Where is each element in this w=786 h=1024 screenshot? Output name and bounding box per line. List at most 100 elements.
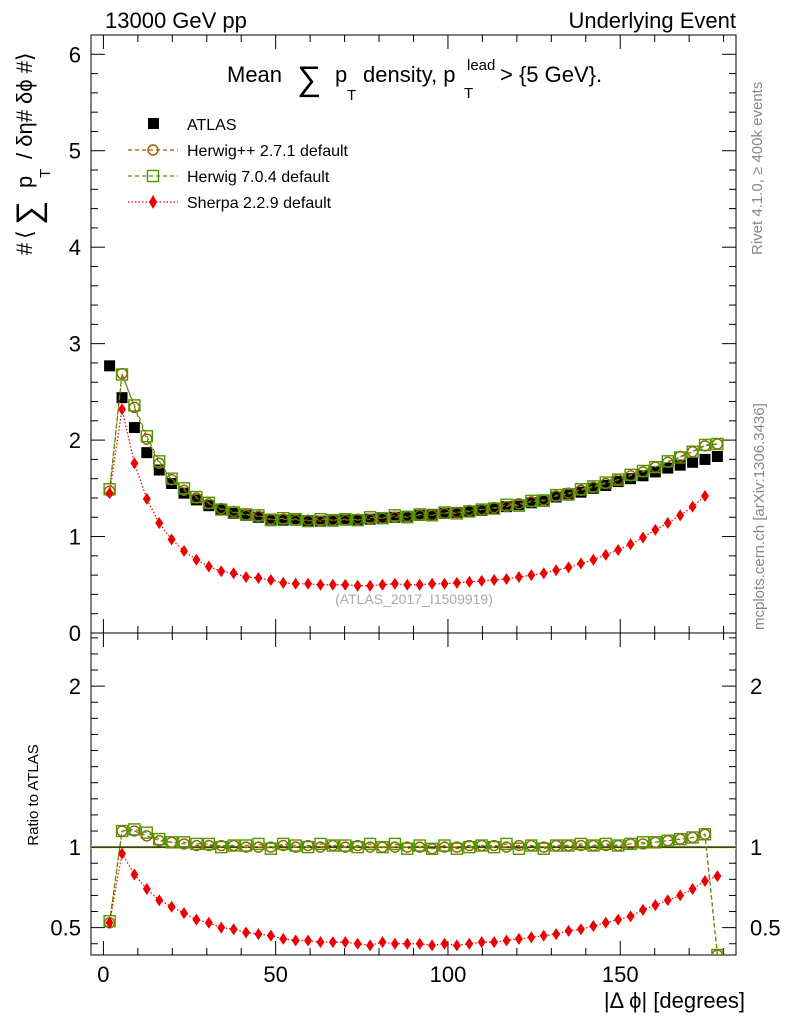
point-atlas (141, 447, 153, 459)
point-herwig-7-0-4-default (239, 839, 253, 852)
point-atlas (228, 507, 240, 519)
point-sherpa-2-2-9-default (242, 926, 251, 939)
point-herwig-7-0-4-default (401, 511, 414, 524)
point-herwig-7-0-4-default (512, 842, 526, 855)
point-herwig-7-0-4-default (277, 512, 290, 525)
ylabel-sum: ∑ (10, 201, 48, 225)
point-sherpa-2-2-9-default (229, 923, 238, 936)
legend-label-sherpa: Sherpa 2.2.9 default (187, 195, 332, 212)
point-herwig-7-0-4-default (363, 511, 377, 524)
point-herwig-7-0-4-default (562, 839, 575, 852)
point-sherpa-2-2-9-default (676, 509, 685, 522)
point-herwig-7-0-4-default (686, 445, 699, 458)
point-atlas (612, 476, 624, 488)
point-herwig-7-0-4-default (314, 837, 327, 851)
point-atlas (116, 392, 128, 404)
point-herwig-7-0-4-default (339, 839, 352, 852)
y-tick-label: 3 (69, 332, 81, 357)
legend-marker-sherpa (149, 195, 157, 209)
point-herwig-7-0-4-default (574, 483, 588, 496)
ratio-tick-label-right: 1 (750, 835, 762, 860)
point-sherpa-2-2-9-default (490, 573, 499, 586)
point-atlas (290, 514, 302, 526)
point-sherpa-2-2-9-default (539, 567, 548, 580)
point-sherpa-2-2-9-default (155, 517, 164, 530)
point-sherpa-2-2-9-default (378, 578, 387, 591)
ratio-tick-label-right: 0.5 (750, 916, 781, 941)
point-herwig-7-0-4-default (215, 503, 228, 516)
point-herwig-7-0-4-default (351, 840, 364, 854)
point-herwig-7-0-4-default (140, 430, 154, 443)
point-herwig-7-0-4-default (425, 842, 439, 855)
title-p: p (335, 62, 347, 87)
point-atlas (203, 500, 215, 512)
point-atlas (699, 453, 711, 465)
point-sherpa-2-2-9-default (291, 934, 300, 947)
point-sherpa-2-2-9-default (415, 578, 424, 591)
point-sherpa-2-2-9-default (564, 924, 573, 937)
point-herwig-7-0-4-default (425, 509, 439, 522)
point-sherpa-2-2-9-default (229, 567, 238, 580)
point-sherpa-2-2-9-default (254, 928, 263, 941)
point-herwig-7-0-4-default (165, 472, 178, 485)
point-sherpa-2-2-9-default (601, 916, 610, 929)
point-herwig-7-0-4-default (115, 368, 129, 381)
point-atlas (426, 508, 438, 520)
point-atlas (240, 509, 252, 521)
point-sherpa-2-2-9-default (440, 577, 449, 590)
point-herwig-7-0-4-default (698, 828, 712, 841)
point-sherpa-2-2-9-default (700, 490, 709, 503)
point-sherpa-2-2-9-default (142, 882, 151, 895)
point-herwig-7-0-4-default (215, 840, 228, 854)
point-herwig-7-0-4-default (574, 837, 588, 851)
point-herwig-7-0-4-default (177, 836, 191, 849)
point-herwig-7-0-4-default (537, 494, 550, 508)
point-herwig-7-0-4-default (376, 512, 389, 525)
point-herwig-7-0-4-default (190, 837, 203, 851)
point-herwig-7-0-4-default (252, 509, 265, 522)
ylabel-angle: ⟨ (12, 230, 37, 239)
bottom-panel-frame (90, 632, 737, 956)
top-ylabel: # ⟨ ∑ p T / δη# δϕ #⟩ (10, 52, 54, 255)
point-herwig-7-0-4-default (512, 499, 526, 512)
point-sherpa-2-2-9-default (353, 579, 362, 592)
point-herwig-7-0-4-default (128, 823, 141, 836)
title-sum: ∑ (297, 60, 321, 98)
point-herwig-7-0-4-default (500, 837, 513, 851)
point-sherpa-2-2-9-default (390, 937, 399, 950)
point-sherpa-2-2-9-default (242, 571, 251, 584)
point-herwig-7-0-4-default (227, 839, 240, 852)
point-herwig-7-0-4-default (153, 832, 166, 846)
point-herwig-7-0-4-default (177, 482, 191, 495)
top-panel-series (103, 360, 724, 592)
ratio-tick-label-left: 1 (69, 835, 81, 860)
point-sherpa-2-2-9-default (316, 578, 325, 591)
point-sherpa-2-2-9-default (564, 561, 573, 574)
point-herwig-7-0-4-default (388, 837, 402, 851)
point-sherpa-2-2-9-default (254, 572, 263, 585)
point-herwig-7-0-4-default (587, 839, 600, 852)
point-sherpa-2-2-9-default (130, 868, 139, 881)
point-sherpa-2-2-9-default (192, 913, 201, 926)
point-herwig-7-0-4-default (326, 839, 340, 852)
point-atlas (252, 511, 264, 523)
top-panel-axes: 0 1 2 3 4 5 6 (69, 42, 736, 646)
legend-marker-herwig7 (146, 169, 160, 183)
y-tick-label: 5 (69, 139, 81, 164)
point-herwig-7-0-4-default (661, 455, 674, 468)
point-sherpa-2-2-9-default (167, 533, 176, 546)
legend-label-herwig7: Herwig 7.0.4 default (187, 169, 330, 186)
point-sherpa-2-2-9-default (167, 900, 176, 913)
point-sherpa-2-2-9-default (700, 874, 709, 887)
point-sherpa-2-2-9-default (378, 936, 387, 949)
point-sherpa-2-2-9-default (688, 500, 697, 513)
mcplots-label: mcplots.cern.ch [arXiv:1306.3436] (751, 403, 768, 630)
ylabel-p: p (12, 176, 37, 188)
point-sherpa-2-2-9-default (477, 574, 486, 587)
point-herwig-7-0-4-default (351, 513, 364, 527)
watermark: (ATLAS_2017_I1509919) (335, 591, 493, 607)
point-herwig-7-0-4-default (624, 837, 637, 851)
point-atlas (563, 489, 575, 501)
